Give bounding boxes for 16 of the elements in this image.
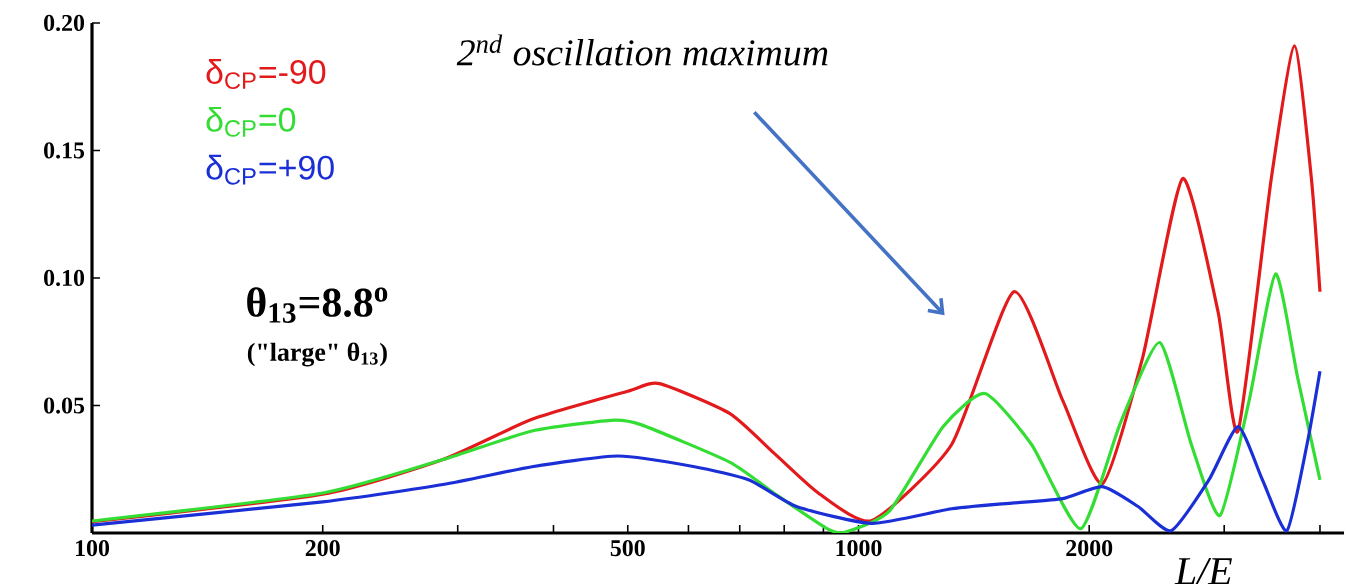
x-tick-label: 1000	[836, 540, 882, 557]
text: δ$_{CP}$=-90	[206, 59, 326, 90]
x-axis-title: L/E	[1174, 557, 1232, 584]
y-tick-label: 0.05	[44, 397, 85, 414]
annotation: θ$_{13}$=8.8$^{o}$	[247, 287, 388, 323]
annotation: 2$^{nd}$ oscillation maximum	[456, 34, 828, 66]
y-tick-label: 0.20	[44, 14, 85, 32]
x-tick-label: 100	[75, 540, 110, 557]
y-tick-label: 0.10	[44, 269, 85, 287]
x-tick-label: 200	[305, 540, 340, 557]
x-tick-label: 500	[610, 540, 645, 557]
y-tick-label: 0.15	[44, 142, 85, 159]
text: δ$_{CP}$=+90	[206, 154, 334, 185]
x-tick-label: 2000	[1066, 540, 1113, 557]
text: δ$_{CP}$=0	[206, 106, 296, 137]
annotation: ("large" θ$_{13}$)	[247, 342, 387, 367]
